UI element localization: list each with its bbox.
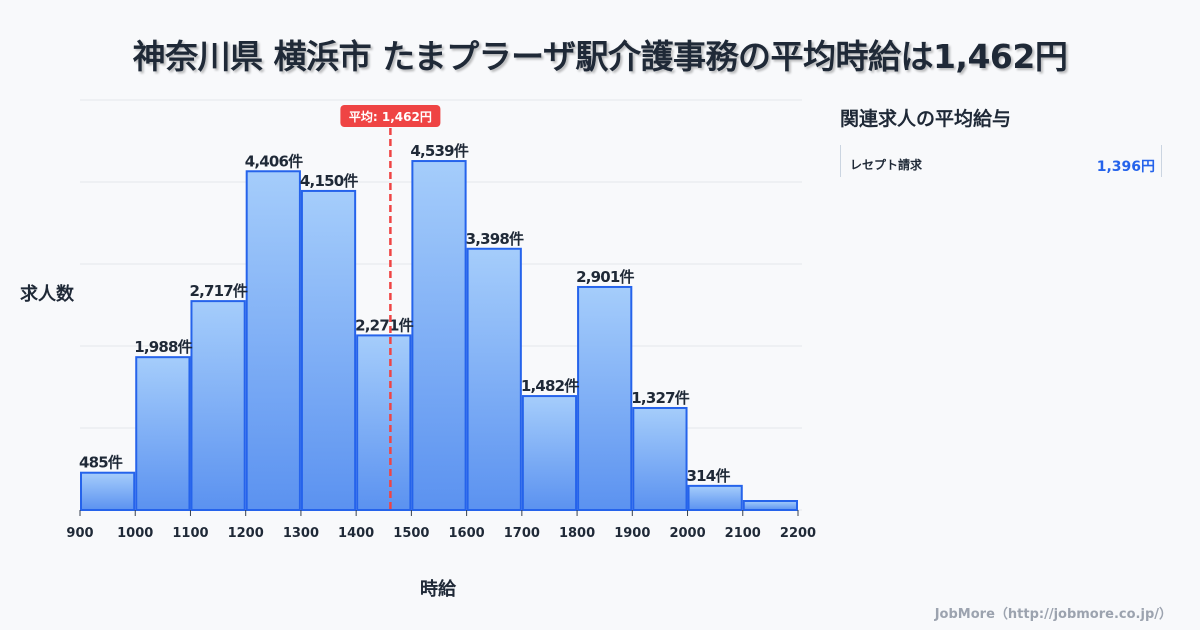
credit: JobMore（http://jobmore.co.jp/）	[934, 607, 1172, 622]
related-job-wage: 1,396円	[1096, 159, 1155, 175]
x-tick-label: 1500	[393, 526, 429, 541]
average-badge	[340, 105, 441, 127]
histogram-bar	[300, 189, 357, 511]
x-tick-label: 1400	[338, 526, 374, 541]
related-job-item[interactable]: レセプト請求 1,396円	[840, 145, 1162, 177]
histogram-bar	[190, 300, 246, 512]
x-tick-label: 1300	[283, 526, 319, 541]
histogram-bar	[245, 170, 301, 511]
related-jobs-title: 関連求人の平均給与	[840, 108, 1012, 130]
x-tick-label: 1700	[504, 526, 540, 541]
histogram-bar	[742, 500, 798, 512]
x-tick-label: 1100	[172, 526, 208, 541]
x-tick-label: 1000	[117, 526, 153, 541]
bar-value-label: 1,482件	[521, 377, 579, 395]
x-tick-label: 2000	[669, 526, 705, 541]
bar-value-label: 2,717件	[189, 282, 247, 300]
histogram-bar	[687, 484, 743, 511]
histogram-bar	[632, 406, 688, 511]
histogram: 485件 1,988件 2,717件 4,406件 4,150件 2,271件 4,539件…	[66, 99, 816, 541]
average-label: 平均: 1,462円	[349, 109, 432, 124]
histogram-bar	[80, 471, 136, 511]
x-tick-label: 2200	[780, 526, 816, 541]
bar-value-label: 1,988件	[134, 338, 192, 356]
histogram-bar	[577, 285, 633, 511]
histogram-bar	[411, 160, 467, 511]
bar-value-label: 314件	[687, 467, 731, 485]
bar-value-label: 2,271件	[355, 316, 413, 334]
bar-value-label: 4,539件	[410, 142, 468, 160]
histogram-bar	[356, 334, 412, 512]
x-tick-label: 1900	[614, 526, 650, 541]
x-axis-label: 時給	[420, 579, 456, 600]
histogram-bar	[135, 356, 191, 511]
chart-title: 神奈川県 横浜市 たまプラーザ駅介護事務の平均時給は1,462円	[132, 37, 1068, 76]
bar-value-label: 2,901件	[576, 268, 634, 286]
x-tick-label: 1800	[559, 526, 595, 541]
histogram-bar	[521, 395, 578, 511]
bar-value-label: 3,398件	[466, 230, 524, 248]
y-axis-label: 求人数	[20, 284, 74, 305]
related-job-name: レセプト請求	[850, 158, 923, 172]
bar-value-label: 485件	[79, 454, 123, 472]
x-tick-label: 2100	[725, 526, 761, 541]
bar-value-label: 4,150件	[300, 172, 358, 190]
x-tick-label: 900	[66, 526, 93, 541]
bar-value-label: 4,406件	[245, 152, 303, 170]
x-tick-label: 1200	[228, 526, 264, 541]
histogram-bar	[466, 247, 522, 511]
x-tick-label: 1600	[449, 526, 485, 541]
bar-value-label: 1,327件	[631, 389, 689, 407]
